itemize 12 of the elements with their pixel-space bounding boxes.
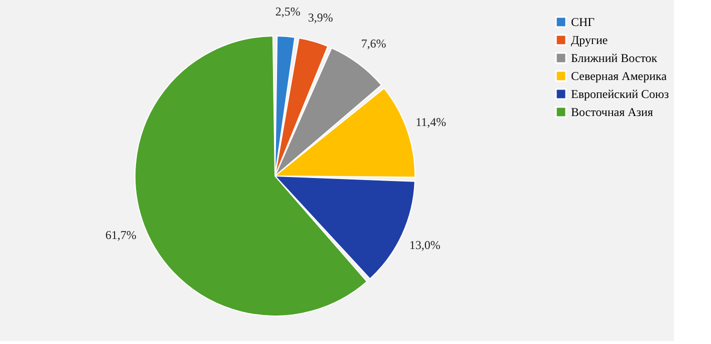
data-label: 11,4% [416, 114, 446, 129]
data-label: 3,9% [308, 10, 333, 24]
legend-label: Ближний Восток [571, 51, 658, 65]
legend-label: Восточная Азия [571, 105, 654, 119]
data-label: 61,7% [105, 228, 136, 242]
legend-label: Другие [571, 33, 608, 47]
data-label: 13,0% [409, 238, 440, 252]
legend-label: Европейский Союз [571, 87, 670, 101]
data-label: 2,5% [275, 4, 300, 19]
data-label: 7,6% [361, 36, 386, 51]
legend-label: Северная Америка [571, 69, 668, 83]
legend-label: СНГ [571, 15, 595, 29]
